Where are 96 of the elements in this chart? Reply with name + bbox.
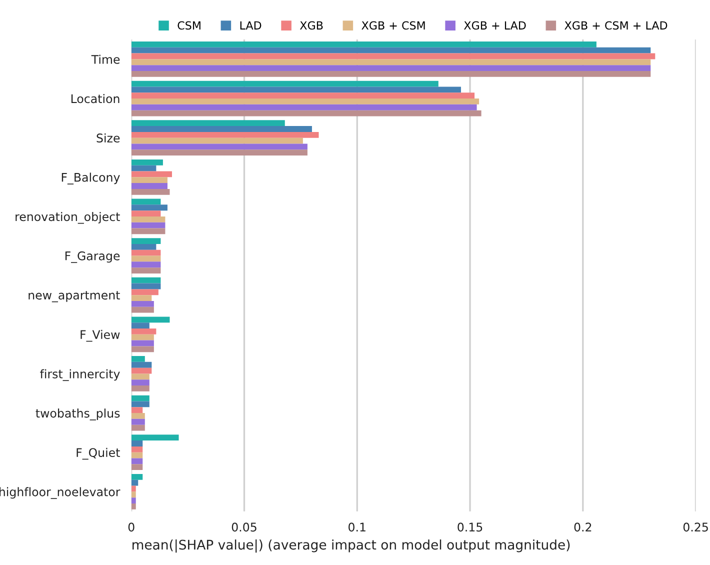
bar <box>131 283 161 290</box>
bar <box>131 132 319 138</box>
legend-label: XGB + CSM + LAD <box>564 21 668 30</box>
bar <box>131 277 161 284</box>
bar <box>131 268 161 274</box>
bar <box>131 316 170 323</box>
bar <box>131 356 145 362</box>
bar <box>131 216 166 222</box>
bar <box>131 47 651 54</box>
bar <box>131 71 651 77</box>
bar <box>131 228 166 234</box>
bar <box>131 386 150 392</box>
x-tick-label: 0.15 <box>458 522 482 532</box>
bar <box>131 262 161 268</box>
bar <box>131 183 168 189</box>
bar <box>131 65 651 71</box>
bar <box>131 418 145 425</box>
bar <box>131 374 150 380</box>
y-tick-label: Size <box>96 133 120 142</box>
bar <box>131 177 168 184</box>
bar <box>131 42 596 48</box>
bar <box>131 53 656 60</box>
bar <box>131 328 156 334</box>
bar <box>131 198 161 205</box>
y-tick-label: first_innercity <box>40 369 120 381</box>
bar <box>131 492 136 498</box>
bar <box>131 86 461 93</box>
y-tick-label: F_Garage <box>65 251 120 263</box>
x-tick-label: 0.25 <box>683 522 708 532</box>
bar <box>131 440 143 446</box>
bar <box>131 80 438 87</box>
bar <box>131 498 136 504</box>
bar <box>131 362 152 368</box>
bar <box>131 171 172 178</box>
bar <box>131 334 154 340</box>
bar <box>131 204 168 211</box>
y-tick-label: F_Balcony <box>62 172 120 184</box>
bar <box>131 295 152 301</box>
bar <box>131 407 143 414</box>
bar <box>131 250 161 256</box>
bar <box>131 98 480 104</box>
bar <box>131 92 475 99</box>
bar <box>131 452 143 458</box>
bar <box>131 210 161 216</box>
bar <box>131 150 308 156</box>
y-tick-label: F_View <box>80 330 120 342</box>
bar <box>131 424 145 431</box>
bar <box>131 380 150 386</box>
legend-label: CSM <box>178 21 200 30</box>
y-tick-label: new_apartment <box>28 291 120 302</box>
bar <box>131 464 143 470</box>
y-tick-label: Time <box>91 54 120 64</box>
bar <box>131 289 158 296</box>
y-tick-label: Location <box>71 94 120 104</box>
bar <box>131 434 179 441</box>
bar <box>131 368 152 374</box>
bar <box>131 126 312 132</box>
x-tick-label: 0.1 <box>348 522 366 532</box>
bar <box>131 165 156 172</box>
x-tick-label: 0.2 <box>574 522 592 532</box>
bar <box>131 256 161 262</box>
bar <box>131 401 150 408</box>
bar <box>131 306 154 313</box>
bar <box>131 480 138 486</box>
bar <box>131 238 161 244</box>
bar <box>131 144 308 150</box>
bar <box>131 222 166 228</box>
bar <box>131 474 143 480</box>
x-axis-title: mean(|SHAP value|) (average impact on model output magnitude) <box>132 539 570 553</box>
y-tick-label: F_Quiet <box>76 448 120 460</box>
bar <box>131 446 143 452</box>
bar <box>131 340 154 346</box>
bar <box>131 486 136 492</box>
bar <box>131 413 145 419</box>
legend-label: XGB + CSM <box>362 21 425 30</box>
bar <box>131 322 150 329</box>
bar <box>131 346 154 352</box>
bar <box>131 110 482 116</box>
bar <box>131 188 170 195</box>
y-tick-label: twobaths_plus <box>36 408 120 420</box>
x-tick-label: 0 <box>128 522 134 532</box>
bar <box>131 503 136 510</box>
x-tick-label: 0.05 <box>232 522 256 532</box>
bar <box>131 59 651 66</box>
y-tick-label: renovation_object <box>16 212 120 224</box>
legend-label: XGB <box>300 21 323 30</box>
bar <box>131 120 285 126</box>
bar <box>131 300 154 307</box>
bar <box>131 104 477 110</box>
legend-label: LAD <box>240 21 262 30</box>
bar <box>131 138 303 144</box>
legend-label: XGB + LAD <box>464 21 526 30</box>
bar <box>131 395 150 402</box>
bar <box>131 244 156 250</box>
bar <box>131 458 143 464</box>
bar <box>131 159 163 166</box>
